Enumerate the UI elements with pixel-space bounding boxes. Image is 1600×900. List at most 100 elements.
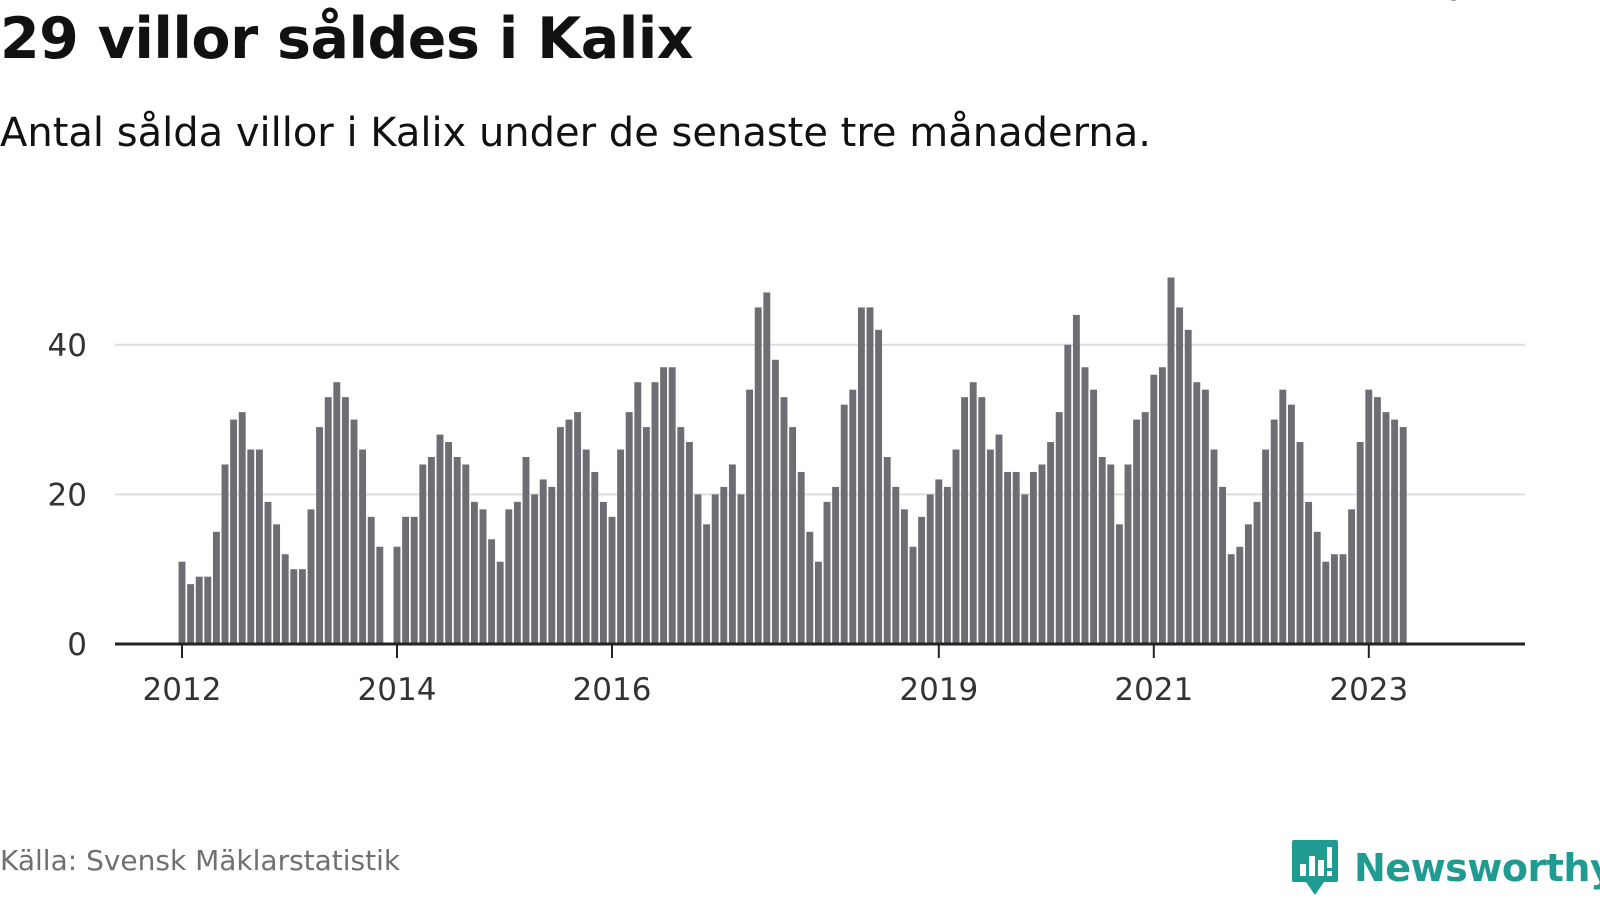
bar xyxy=(634,382,642,644)
bar xyxy=(978,397,986,644)
bar xyxy=(1012,471,1020,644)
bar xyxy=(1021,494,1029,644)
bar xyxy=(1047,442,1055,644)
bar xyxy=(427,457,435,644)
bar xyxy=(875,329,883,644)
y-tick-label: 20 xyxy=(48,477,87,513)
bar xyxy=(849,389,857,644)
bar xyxy=(324,397,332,644)
bar xyxy=(1305,501,1313,644)
bar xyxy=(565,419,573,644)
bar xyxy=(1348,509,1356,644)
bar xyxy=(479,509,487,644)
bar xyxy=(230,419,238,644)
bar xyxy=(651,382,659,644)
bar xyxy=(900,509,908,644)
bar xyxy=(591,471,599,644)
bar xyxy=(608,516,616,644)
bar xyxy=(1124,464,1132,644)
y-tick-label: 40 xyxy=(48,328,87,364)
bar xyxy=(281,554,289,644)
bar xyxy=(969,382,977,644)
bar xyxy=(1356,442,1364,644)
bar xyxy=(367,516,375,644)
bar xyxy=(737,494,745,644)
bar xyxy=(316,427,324,644)
bar xyxy=(660,367,668,644)
bar xyxy=(1115,524,1123,644)
bar xyxy=(556,427,564,644)
bar xyxy=(290,569,298,644)
bar xyxy=(574,412,582,644)
bar xyxy=(255,449,263,644)
bar xyxy=(393,546,401,644)
brand-logo[interactable]: Newsworthy xyxy=(1290,838,1600,898)
bar xyxy=(703,524,711,644)
bar xyxy=(221,464,229,644)
bar xyxy=(746,389,754,644)
bar xyxy=(539,479,547,644)
bar-chart: 0 20 40 2012 2014 2016 2019 2021 2023 29 xyxy=(48,0,1525,708)
bar xyxy=(1098,457,1106,644)
bar xyxy=(212,531,220,644)
bar xyxy=(952,449,960,644)
bar xyxy=(720,486,728,644)
bar xyxy=(883,457,891,644)
bar xyxy=(625,412,633,644)
x-tick-label: 2016 xyxy=(573,672,652,708)
bar xyxy=(204,576,212,644)
bar xyxy=(1072,314,1080,644)
x-tick-label: 2023 xyxy=(1329,672,1408,708)
bar xyxy=(866,307,874,644)
bar xyxy=(1391,419,1399,644)
bar xyxy=(350,419,358,644)
bar xyxy=(1210,449,1218,644)
bar xyxy=(1150,374,1158,644)
bar xyxy=(264,501,272,644)
bar xyxy=(548,486,556,644)
bar xyxy=(995,434,1003,644)
source-text: Källa: Svensk Mäklarstatistik xyxy=(0,844,401,877)
bar xyxy=(789,427,797,644)
bar-chart-speech-bubble-icon xyxy=(1292,840,1338,895)
bar xyxy=(685,442,693,644)
bar xyxy=(814,561,822,644)
bar xyxy=(677,427,685,644)
bar xyxy=(918,516,926,644)
bar xyxy=(273,524,281,644)
bar xyxy=(187,584,195,644)
bar xyxy=(410,516,418,644)
bars xyxy=(178,277,1407,644)
bar xyxy=(694,494,702,644)
bar xyxy=(247,449,255,644)
bar xyxy=(1176,307,1184,644)
bar xyxy=(1279,389,1287,644)
bar xyxy=(1201,389,1209,644)
bar xyxy=(531,494,539,644)
bar xyxy=(771,359,779,644)
bar xyxy=(1004,471,1012,644)
bar xyxy=(668,367,676,644)
bar xyxy=(1270,419,1278,644)
bar xyxy=(935,479,943,644)
bar xyxy=(402,516,410,644)
bar xyxy=(1296,442,1304,644)
bar xyxy=(1184,329,1192,644)
x-axis-labels: 2012 2014 2016 2019 2021 2023 xyxy=(143,672,1409,708)
bar xyxy=(1227,554,1235,644)
bar xyxy=(1322,561,1330,644)
bar xyxy=(238,412,246,644)
brand-name: Newsworthy xyxy=(1354,846,1600,890)
bar xyxy=(823,501,831,644)
bar xyxy=(1253,501,1261,644)
bar xyxy=(419,464,427,644)
bar xyxy=(359,449,367,644)
bar xyxy=(462,464,470,644)
bar xyxy=(1133,419,1141,644)
bar xyxy=(711,494,719,644)
bar xyxy=(986,449,994,644)
bar xyxy=(522,457,530,644)
bar xyxy=(488,539,496,644)
bar xyxy=(505,509,513,644)
bar xyxy=(376,546,384,644)
